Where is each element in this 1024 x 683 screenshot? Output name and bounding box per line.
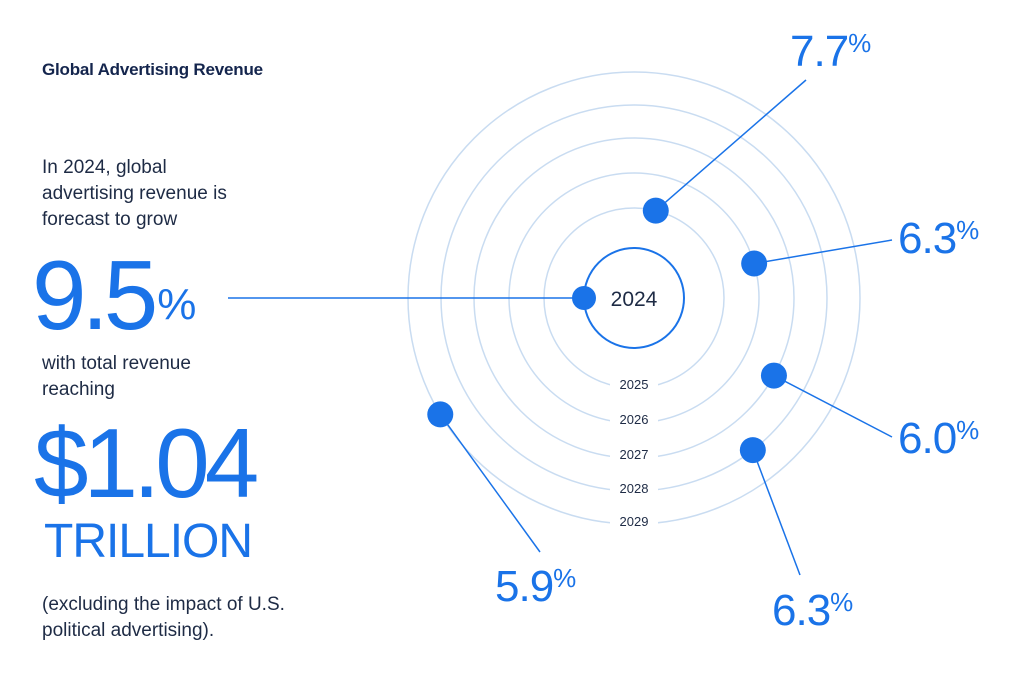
- intro-text: In 2024, global advertising revenue is f…: [42, 157, 227, 230]
- data-point-2025: [642, 197, 669, 224]
- year-label-bg-2028: [610, 480, 658, 498]
- value-label-symbol: %: [848, 28, 871, 58]
- year-label-2024: 2024: [611, 288, 658, 311]
- value-label-2028: 6.3%: [772, 586, 853, 635]
- value-label-number: 6.0: [898, 414, 956, 463]
- value-label-2025: 7.7%: [790, 27, 871, 76]
- value-label-2029: 5.9%: [495, 562, 576, 611]
- data-point-2029: [427, 401, 454, 428]
- year-label-2026: 2026: [620, 412, 649, 427]
- value-label-number: 5.9: [495, 562, 553, 611]
- growth-highlight: 9.5%: [32, 246, 196, 344]
- chart-title: Global Advertising Revenue: [42, 60, 263, 79]
- year-label-bg-2027: [610, 446, 658, 464]
- growth-highlight-value: 9.5: [32, 240, 158, 350]
- year-label-2027: 2027: [620, 447, 649, 462]
- connector-line-2028: [752, 449, 801, 576]
- data-point-2027: [760, 362, 787, 389]
- growth-highlight-symbol: %: [157, 280, 197, 329]
- year-label-bg-2029: [610, 513, 658, 531]
- revenue-unit: TRILLION: [44, 515, 253, 568]
- footnote: (excluding the impact of U.S. political …: [42, 594, 285, 641]
- value-label-symbol: %: [956, 215, 979, 245]
- connector-line-2025: [655, 79, 807, 212]
- year-label-2028: 2028: [620, 481, 649, 496]
- connector-line-2027: [773, 374, 893, 438]
- value-label-2026: 6.3%: [898, 214, 979, 263]
- value-label-symbol: %: [553, 563, 576, 593]
- value-label-number: 6.3: [772, 586, 830, 635]
- data-point-2028: [739, 437, 766, 464]
- value-label-symbol: %: [830, 587, 853, 617]
- year-label-2029: 2029: [620, 514, 649, 529]
- value-label-number: 6.3: [898, 214, 956, 263]
- year-label-bg-2025: [610, 376, 658, 394]
- value-label-symbol: %: [956, 415, 979, 445]
- data-point-2024: [572, 286, 596, 310]
- value-label-number: 7.7: [790, 27, 848, 76]
- year-label-bg-2026: [610, 411, 658, 429]
- connector-line-2026: [754, 239, 893, 265]
- connector-line-2029: [439, 413, 541, 553]
- revenue-highlight: $1.04: [34, 408, 259, 518]
- revenue-intro-text: with total revenue reaching: [42, 353, 191, 400]
- value-label-2027: 6.0%: [898, 414, 979, 463]
- year-label-2025: 2025: [620, 377, 649, 392]
- data-point-2026: [741, 250, 768, 277]
